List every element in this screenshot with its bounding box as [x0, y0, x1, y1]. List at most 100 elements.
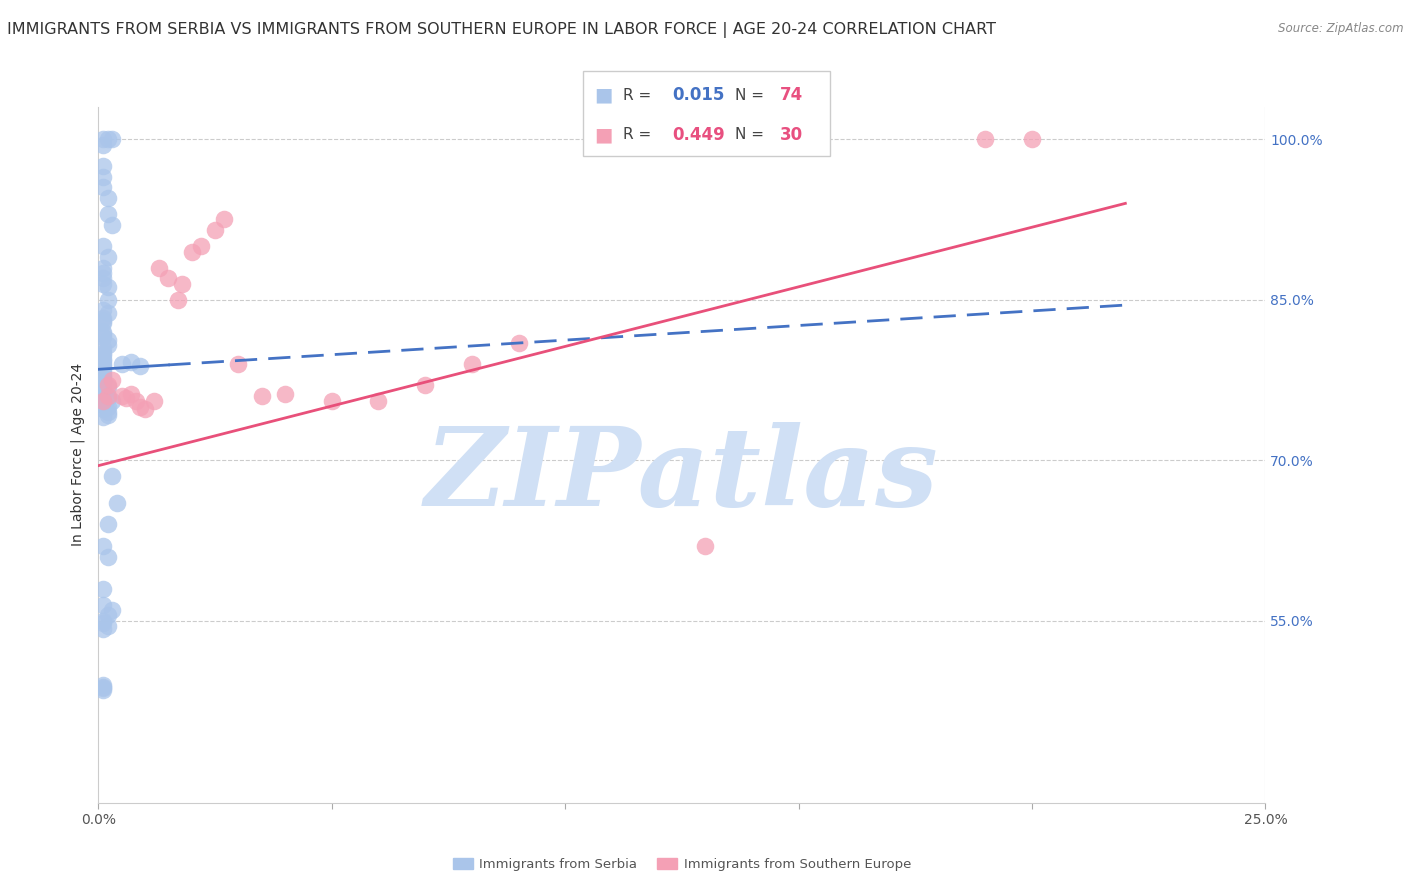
Text: Source: ZipAtlas.com: Source: ZipAtlas.com: [1278, 22, 1403, 36]
Point: [91, 614, 114, 628]
Legend: Immigrants from Serbia, Immigrants from Southern Europe: Immigrants from Serbia, Immigrants from …: [447, 852, 917, 876]
Point: [228, 357, 250, 371]
Point: [91, 330, 114, 344]
Point: [190, 239, 212, 253]
Point: [101, 469, 124, 483]
Point: [91, 539, 114, 553]
Point: [148, 260, 170, 275]
Point: [91, 401, 114, 416]
Point: [250, 389, 273, 403]
Point: [91, 132, 114, 146]
Point: [91, 180, 114, 194]
Point: [91, 260, 114, 275]
Point: [413, 378, 436, 392]
Point: [101, 394, 124, 409]
Point: [91, 353, 114, 368]
Y-axis label: In Labor Force | Age 20-24: In Labor Force | Age 20-24: [70, 363, 84, 547]
Point: [91, 341, 114, 355]
Point: [129, 400, 152, 414]
Point: [97, 334, 120, 348]
Point: [97, 517, 120, 532]
Point: [91, 169, 114, 184]
Point: [274, 387, 297, 401]
Point: [91, 615, 114, 630]
Point: [91, 384, 114, 398]
Point: [97, 409, 120, 423]
Point: [97, 250, 120, 264]
Point: [91, 271, 114, 285]
Point: [91, 681, 114, 696]
Point: [91, 159, 114, 173]
Point: [134, 401, 156, 416]
Point: [508, 335, 530, 350]
Point: [91, 623, 114, 637]
Point: [91, 310, 114, 325]
Point: [97, 405, 120, 419]
Point: [91, 389, 114, 403]
Point: [91, 266, 114, 280]
Text: R =: R =: [623, 128, 657, 143]
Point: [91, 351, 114, 366]
Point: [172, 277, 194, 291]
Point: [125, 394, 148, 409]
Point: [97, 378, 120, 392]
Point: [120, 387, 142, 401]
Point: [166, 293, 188, 307]
Point: [204, 223, 226, 237]
Text: N =: N =: [735, 128, 769, 143]
Point: [91, 314, 114, 328]
Text: R =: R =: [623, 87, 657, 103]
Point: [91, 359, 114, 373]
Point: [91, 326, 114, 341]
Point: [97, 391, 120, 405]
Point: [101, 218, 124, 232]
Point: [97, 132, 120, 146]
Text: N =: N =: [735, 87, 769, 103]
Point: [129, 359, 152, 373]
Point: [97, 619, 120, 633]
Point: [91, 303, 114, 318]
Point: [97, 608, 120, 623]
Text: 0.449: 0.449: [672, 126, 725, 144]
Text: IMMIGRANTS FROM SERBIA VS IMMIGRANTS FROM SOUTHERN EUROPE IN LABOR FORCE | AGE 2: IMMIGRANTS FROM SERBIA VS IMMIGRANTS FRO…: [7, 22, 995, 38]
Point: [974, 132, 997, 146]
Point: [1021, 132, 1043, 146]
Point: [91, 582, 114, 596]
Point: [91, 375, 114, 389]
Point: [97, 191, 120, 205]
Point: [111, 389, 134, 403]
Text: 30: 30: [780, 126, 803, 144]
Point: [91, 378, 114, 392]
Point: [91, 346, 114, 360]
Text: ■: ■: [595, 126, 613, 145]
Point: [91, 316, 114, 330]
Point: [97, 207, 120, 221]
Point: [97, 389, 120, 403]
Point: [91, 366, 114, 380]
Point: [101, 373, 124, 387]
Point: [91, 277, 114, 291]
Point: [91, 678, 114, 692]
Text: ■: ■: [595, 86, 613, 104]
Point: [105, 496, 128, 510]
Point: [214, 212, 236, 227]
Point: [115, 391, 138, 405]
Text: ZIPatlas: ZIPatlas: [425, 422, 939, 530]
Point: [101, 603, 124, 617]
Point: [157, 271, 180, 285]
Point: [97, 400, 120, 414]
Point: [97, 549, 120, 564]
Point: [97, 337, 120, 351]
Point: [91, 368, 114, 382]
Point: [91, 239, 114, 253]
Point: [91, 137, 114, 152]
Point: [91, 357, 114, 371]
Point: [101, 132, 124, 146]
Point: [91, 362, 114, 376]
Point: [180, 244, 202, 259]
Point: [97, 280, 120, 294]
Point: [97, 293, 120, 307]
Point: [91, 325, 114, 339]
Point: [91, 387, 114, 401]
Text: 74: 74: [780, 87, 804, 104]
